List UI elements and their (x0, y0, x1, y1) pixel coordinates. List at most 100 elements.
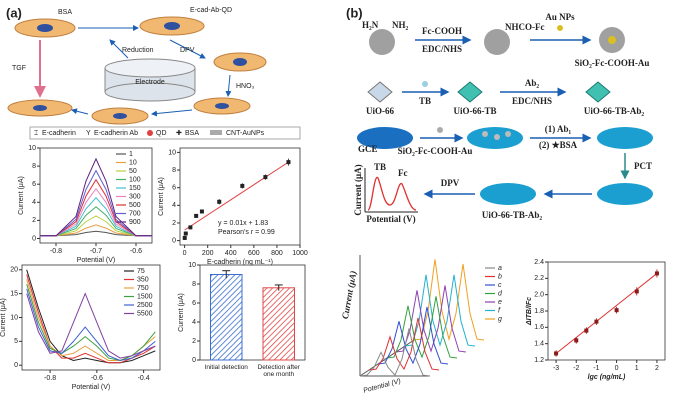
series-line (40, 215, 152, 237)
point (634, 289, 639, 294)
legend-label: a (498, 265, 502, 272)
series-line (413, 259, 485, 342)
y-tick-label: 4 (192, 319, 196, 326)
x-axis-label: Potential (V) (363, 378, 402, 395)
legend-label: e (498, 299, 502, 306)
point (240, 183, 245, 188)
legend-a: ⌶ E-cadherin Y E-cadherin Ab QD ✚ BSA CNT-A… (29, 126, 301, 140)
point (188, 225, 193, 230)
x-axis-label: E-cadherin (ng mL⁻¹) (207, 259, 273, 266)
series-line (368, 317, 440, 371)
legend-label: 900 (129, 219, 141, 226)
svg-text:Y: Y (86, 130, 91, 137)
y-tick-label: 6 (32, 181, 36, 188)
y-tick-label: 1.6 (534, 324, 544, 331)
y-tick-label: 6 (172, 185, 176, 192)
x-tick-label: 1 (635, 365, 639, 372)
series-line (40, 157, 152, 237)
point (199, 209, 204, 214)
legend-label: BSA (185, 130, 199, 137)
y-axis-label: ΔITB/IFc (526, 297, 533, 326)
x-tick-label: 400 (225, 250, 237, 257)
x-tick-label: 0 (183, 250, 187, 257)
legend-label: 1500 (137, 293, 153, 300)
schematic-label: DPV (180, 47, 195, 54)
schematic-label: GCE (358, 144, 378, 154)
x-tick-label: 800 (271, 250, 283, 257)
y-tick-label: 2 (172, 220, 176, 227)
y-axis-label: Current (μA) (340, 270, 358, 320)
axes-frame (547, 261, 666, 361)
point (584, 328, 589, 333)
schematic-label: EDC/NHS (512, 96, 552, 106)
point (654, 271, 659, 276)
legend-label: 10 (129, 159, 137, 166)
x-axis-label: Potential (V) (77, 257, 116, 264)
legend-label: 2500 (137, 302, 153, 309)
svg-text:⌶: ⌶ (34, 130, 38, 137)
point (574, 338, 579, 343)
y-tick-label: 0 (172, 237, 176, 244)
panel-label: (a) (6, 5, 22, 20)
schematic-label: (2) ★BSA (539, 140, 578, 150)
y-tick-label: 10 (168, 149, 176, 156)
svg-text:✚: ✚ (176, 129, 182, 137)
schematic-label: HNO₃ (236, 83, 255, 90)
schematic-label: SiO₂-Fc-COOH-Au (575, 58, 650, 68)
legend-label: 50 (129, 168, 137, 175)
y-tick-label: 8 (192, 281, 196, 288)
schematic-label: TB (374, 162, 386, 172)
schematic-label: PCT (634, 161, 652, 171)
point (614, 308, 619, 313)
legend-label: d (498, 290, 503, 297)
legend-label: c (498, 282, 502, 289)
schematic-label: Fc-COOH (422, 26, 462, 36)
y-tick-label: 8 (172, 167, 176, 174)
y-tick-label: 6 (192, 300, 196, 307)
schematic-label: TB (419, 96, 431, 106)
y-tick-label: 2.2 (534, 275, 544, 282)
y-tick-label: 8 (32, 163, 36, 170)
y-axis-label: Current (μA) (158, 177, 165, 216)
legend-label: 700 (129, 210, 141, 217)
y-tick-label: 2 (32, 217, 36, 224)
y-tick-label: 1.2 (534, 357, 544, 364)
y-tick-label: 2 (192, 338, 196, 345)
y-tick-label: 4 (172, 202, 176, 209)
series-line (386, 296, 458, 359)
point (286, 160, 291, 165)
x-tick-label: -0.6 (130, 248, 142, 255)
y-tick-label: 2.0 (534, 292, 544, 299)
series-line (404, 274, 476, 347)
schematic-label: SiO₂-Fc-COOH-Au (398, 146, 473, 156)
x-tick-label: -0.8 (50, 248, 62, 255)
schematic-label: E-cad-Ab-QD (190, 7, 232, 14)
series-line (377, 306, 449, 365)
x-axis-label: lgc (ng/mL) (588, 374, 626, 381)
schematic-label: UiO-66-TB-Ab₂ (584, 106, 645, 116)
point (594, 319, 599, 324)
legend-label: 5500 (137, 310, 153, 317)
y-axis-label: Current (μA) (18, 176, 25, 215)
legend-label: CNT-AuNPs (226, 130, 265, 137)
series-line (40, 178, 152, 237)
fit-line (555, 273, 658, 354)
axes-frame (179, 147, 301, 246)
point (194, 213, 199, 218)
y-tick-label: 20 (10, 267, 18, 274)
y-tick-label: 15 (10, 290, 18, 297)
legend-label: 75 (137, 268, 145, 275)
point (554, 351, 559, 356)
series-line (40, 206, 152, 237)
schematic-label: TGF (12, 65, 26, 72)
legend-label: b (498, 273, 502, 280)
panel-label: (b) (346, 5, 363, 20)
y-tick-label: 2.4 (534, 259, 544, 266)
series-line (26, 292, 156, 359)
x-tick-label: Detection after one month (257, 364, 300, 378)
series-line (26, 288, 156, 362)
y-tick-label: 10 (10, 314, 18, 321)
legend-label: 100 (129, 176, 141, 183)
schematic-label: UiO-66-TB-Ab₂ (482, 210, 543, 220)
x-tick-label: -0.8 (44, 375, 56, 382)
